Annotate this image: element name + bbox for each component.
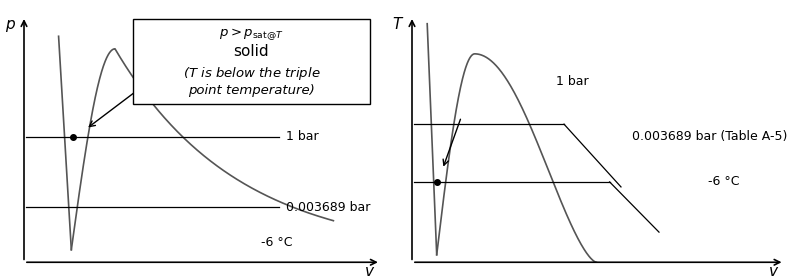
Text: 1 bar: 1 bar	[557, 75, 589, 88]
Text: v: v	[366, 264, 374, 279]
Text: v: v	[769, 264, 778, 279]
FancyBboxPatch shape	[133, 19, 370, 104]
Text: ($T$ is below the triple: ($T$ is below the triple	[182, 65, 320, 82]
Text: solid: solid	[234, 44, 270, 59]
Text: 1 bar: 1 bar	[286, 130, 318, 143]
Text: p: p	[5, 17, 14, 32]
Text: T: T	[392, 17, 402, 32]
Text: point temperature): point temperature)	[188, 84, 315, 97]
Text: 0.003689 bar (Table A-5): 0.003689 bar (Table A-5)	[632, 130, 788, 143]
Text: $p>p_{\mathrm{sat@}T}$: $p>p_{\mathrm{sat@}T}$	[219, 26, 284, 43]
Text: 0.003689 bar: 0.003689 bar	[286, 201, 370, 213]
Text: -6 °C: -6 °C	[709, 175, 740, 188]
Text: -6 °C: -6 °C	[261, 236, 292, 249]
